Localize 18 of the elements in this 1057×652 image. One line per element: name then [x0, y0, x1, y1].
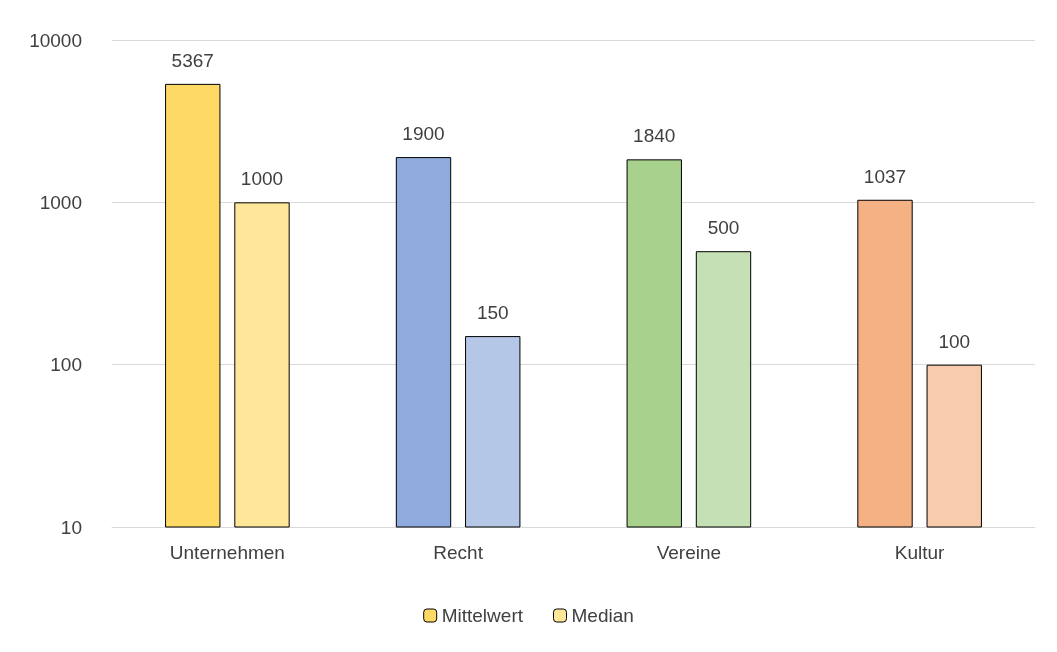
x-tick-label: Unternehmen — [169, 542, 285, 563]
data-label: 150 — [476, 302, 509, 324]
data-label: 5367 — [171, 49, 214, 71]
data-label: 1900 — [402, 123, 445, 145]
y-tick-label: 10000 — [29, 29, 82, 51]
y-tick-label: 10 — [60, 516, 82, 538]
legend-label: Mittelwert — [441, 605, 524, 626]
data-label: 1840 — [633, 125, 676, 147]
data-label: 100 — [938, 330, 971, 352]
x-tick-label: Vereine — [656, 542, 722, 563]
x-tick-label: Recht — [433, 542, 484, 563]
data-label: 500 — [707, 217, 740, 239]
y-tick-label: 100 — [50, 354, 82, 376]
legend-label: Median — [571, 605, 634, 626]
data-label: 1037 — [863, 165, 907, 187]
data-label: 1000 — [240, 168, 284, 190]
y-tick-label: 1000 — [39, 191, 82, 213]
x-tick-label: Kultur — [894, 542, 946, 563]
